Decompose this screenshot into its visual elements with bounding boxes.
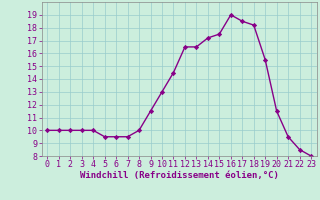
X-axis label: Windchill (Refroidissement éolien,°C): Windchill (Refroidissement éolien,°C) [80,171,279,180]
